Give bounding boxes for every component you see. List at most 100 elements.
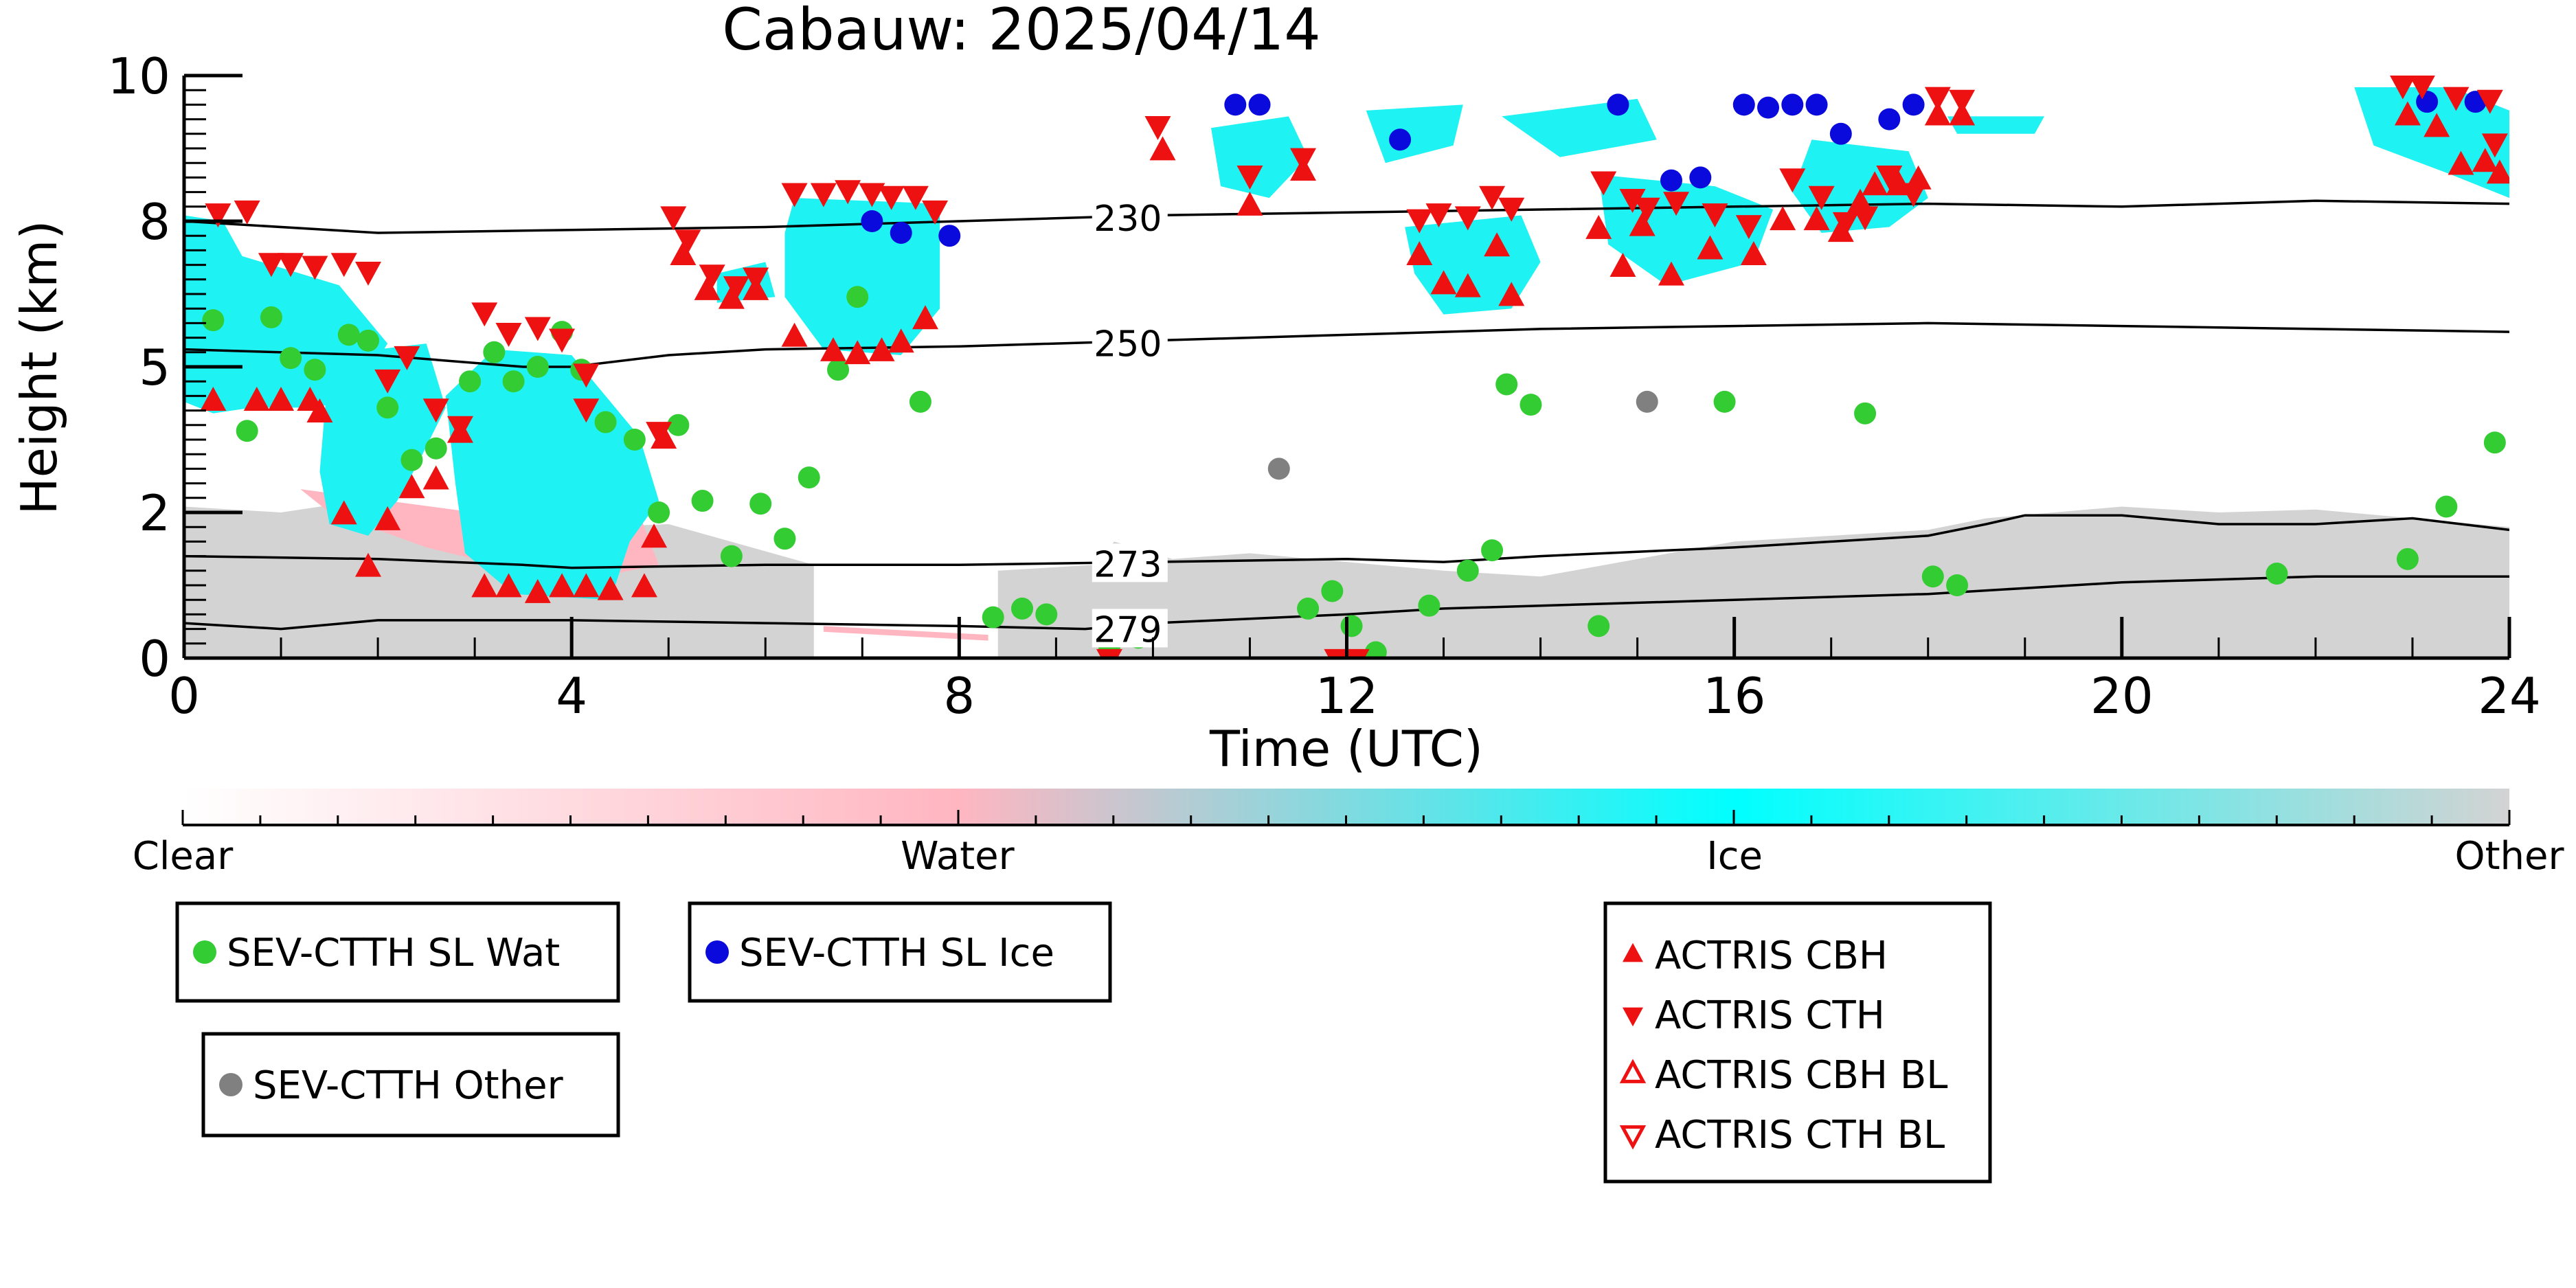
data-point bbox=[844, 340, 871, 365]
data-point bbox=[1902, 93, 1925, 116]
data-point bbox=[394, 346, 420, 370]
plot-area bbox=[184, 76, 2509, 658]
data-point bbox=[890, 221, 912, 244]
data-point bbox=[1267, 457, 1290, 480]
data-point bbox=[2472, 148, 2498, 172]
data-point bbox=[1248, 93, 1271, 116]
data-point bbox=[861, 210, 883, 232]
data-point bbox=[743, 267, 769, 292]
data-point bbox=[495, 323, 522, 347]
data-point bbox=[1619, 1125, 1647, 1150]
data-point bbox=[694, 275, 721, 300]
data-point bbox=[1495, 373, 1518, 396]
contour-labels: 230 250 273 279 bbox=[1092, 198, 1168, 651]
data-point bbox=[1144, 115, 1171, 140]
data-point bbox=[1702, 203, 1728, 228]
colorbar-label: Ice bbox=[1706, 834, 1763, 879]
data-point bbox=[2486, 159, 2509, 184]
data-point bbox=[1607, 93, 1629, 116]
data-point bbox=[1623, 942, 1643, 962]
data-point bbox=[2481, 133, 2508, 158]
x-tick-label: 12 bbox=[1315, 667, 1379, 725]
y-ticks: 0 2 5 8 10 bbox=[107, 47, 242, 688]
data-point bbox=[594, 411, 617, 433]
data-point bbox=[1619, 188, 1646, 213]
data-point bbox=[202, 309, 225, 332]
colorbar: Clear Water Ice Other bbox=[133, 789, 2564, 879]
legends: SEV-CTTH SL Wat SEV-CTTH SL Ice SEV-CTTH O… bbox=[175, 901, 1992, 1184]
data-point bbox=[691, 490, 714, 512]
data-point bbox=[483, 341, 506, 363]
colorbar-label: Clear bbox=[133, 834, 234, 879]
data-point bbox=[573, 363, 600, 388]
legend-box: SEV-CTTH SL Ice bbox=[688, 901, 1112, 1003]
data-point bbox=[398, 474, 425, 499]
data-point bbox=[1770, 206, 1796, 231]
x-tick-label: 24 bbox=[2478, 667, 2541, 725]
data-point bbox=[278, 253, 304, 278]
colorbar-label: Water bbox=[901, 834, 1015, 879]
legend-entry: ACTRIS CTH BL bbox=[1619, 1113, 1945, 1157]
data-point bbox=[1658, 261, 1684, 286]
data-point bbox=[471, 302, 498, 327]
data-point bbox=[2416, 91, 2439, 113]
data-point bbox=[623, 429, 646, 451]
data-point bbox=[1808, 185, 1835, 210]
legend-label: SEV-CTTH SL Ice bbox=[739, 931, 1054, 975]
data-point bbox=[1623, 1007, 1643, 1027]
data-point bbox=[1689, 166, 1712, 189]
data-point bbox=[1805, 93, 1828, 116]
data-point bbox=[2435, 495, 2458, 518]
data-point bbox=[1011, 597, 1034, 620]
data-point bbox=[1481, 539, 1504, 562]
data-point bbox=[1588, 615, 1610, 637]
data-point bbox=[820, 337, 846, 361]
data-point bbox=[2443, 87, 2470, 111]
data-point bbox=[667, 414, 690, 436]
data-point bbox=[236, 420, 258, 442]
data-point bbox=[718, 284, 745, 309]
data-point bbox=[810, 183, 837, 207]
data-point bbox=[260, 306, 282, 328]
data-point bbox=[354, 261, 381, 286]
x-ticks: 0 4 8 12 16 20 24 bbox=[168, 617, 2541, 725]
data-point bbox=[1236, 166, 1263, 190]
contour-label-bg bbox=[1092, 609, 1168, 648]
legend-entry: SEV-CTTH Other bbox=[219, 1063, 564, 1108]
legend-frame bbox=[1603, 901, 1992, 1184]
data-point bbox=[2394, 101, 2421, 126]
data-point bbox=[1290, 148, 1317, 172]
legend-marker bbox=[193, 940, 216, 964]
data-point bbox=[243, 387, 270, 411]
data-point bbox=[1827, 218, 1854, 242]
data-point bbox=[268, 387, 295, 411]
data-markers bbox=[200, 76, 2509, 658]
data-point bbox=[1324, 648, 1351, 658]
chart-title: Cabauw: 2025/04/14 bbox=[722, 0, 1320, 63]
data-point bbox=[1629, 212, 1656, 236]
legend-entry: ACTRIS CTH bbox=[1623, 993, 1885, 1038]
data-point bbox=[781, 183, 808, 207]
data-point bbox=[1713, 390, 1736, 413]
data-point bbox=[526, 356, 549, 378]
data-point bbox=[1456, 559, 1479, 582]
data-point bbox=[524, 317, 551, 341]
data-point bbox=[1878, 108, 1901, 131]
data-point bbox=[859, 183, 885, 207]
legend-entry: SEV-CTTH SL Wat bbox=[193, 931, 560, 975]
data-point bbox=[723, 276, 749, 301]
legend-label: SEV-CTTH SL Wat bbox=[227, 931, 560, 975]
data-point bbox=[1035, 603, 1058, 626]
x-tick-label: 4 bbox=[556, 667, 587, 725]
data-point bbox=[1389, 128, 1412, 151]
data-point bbox=[1660, 169, 1682, 192]
water-region bbox=[823, 626, 988, 641]
data-point bbox=[1519, 394, 1542, 416]
data-point bbox=[641, 523, 668, 548]
data-point bbox=[258, 253, 284, 278]
legend-label: ACTRIS CBH bbox=[1655, 934, 1888, 978]
data-point bbox=[773, 528, 796, 550]
data-point bbox=[1236, 191, 1263, 216]
legend-label: SEV-CTTH Other bbox=[253, 1063, 564, 1108]
data-point bbox=[425, 437, 447, 460]
